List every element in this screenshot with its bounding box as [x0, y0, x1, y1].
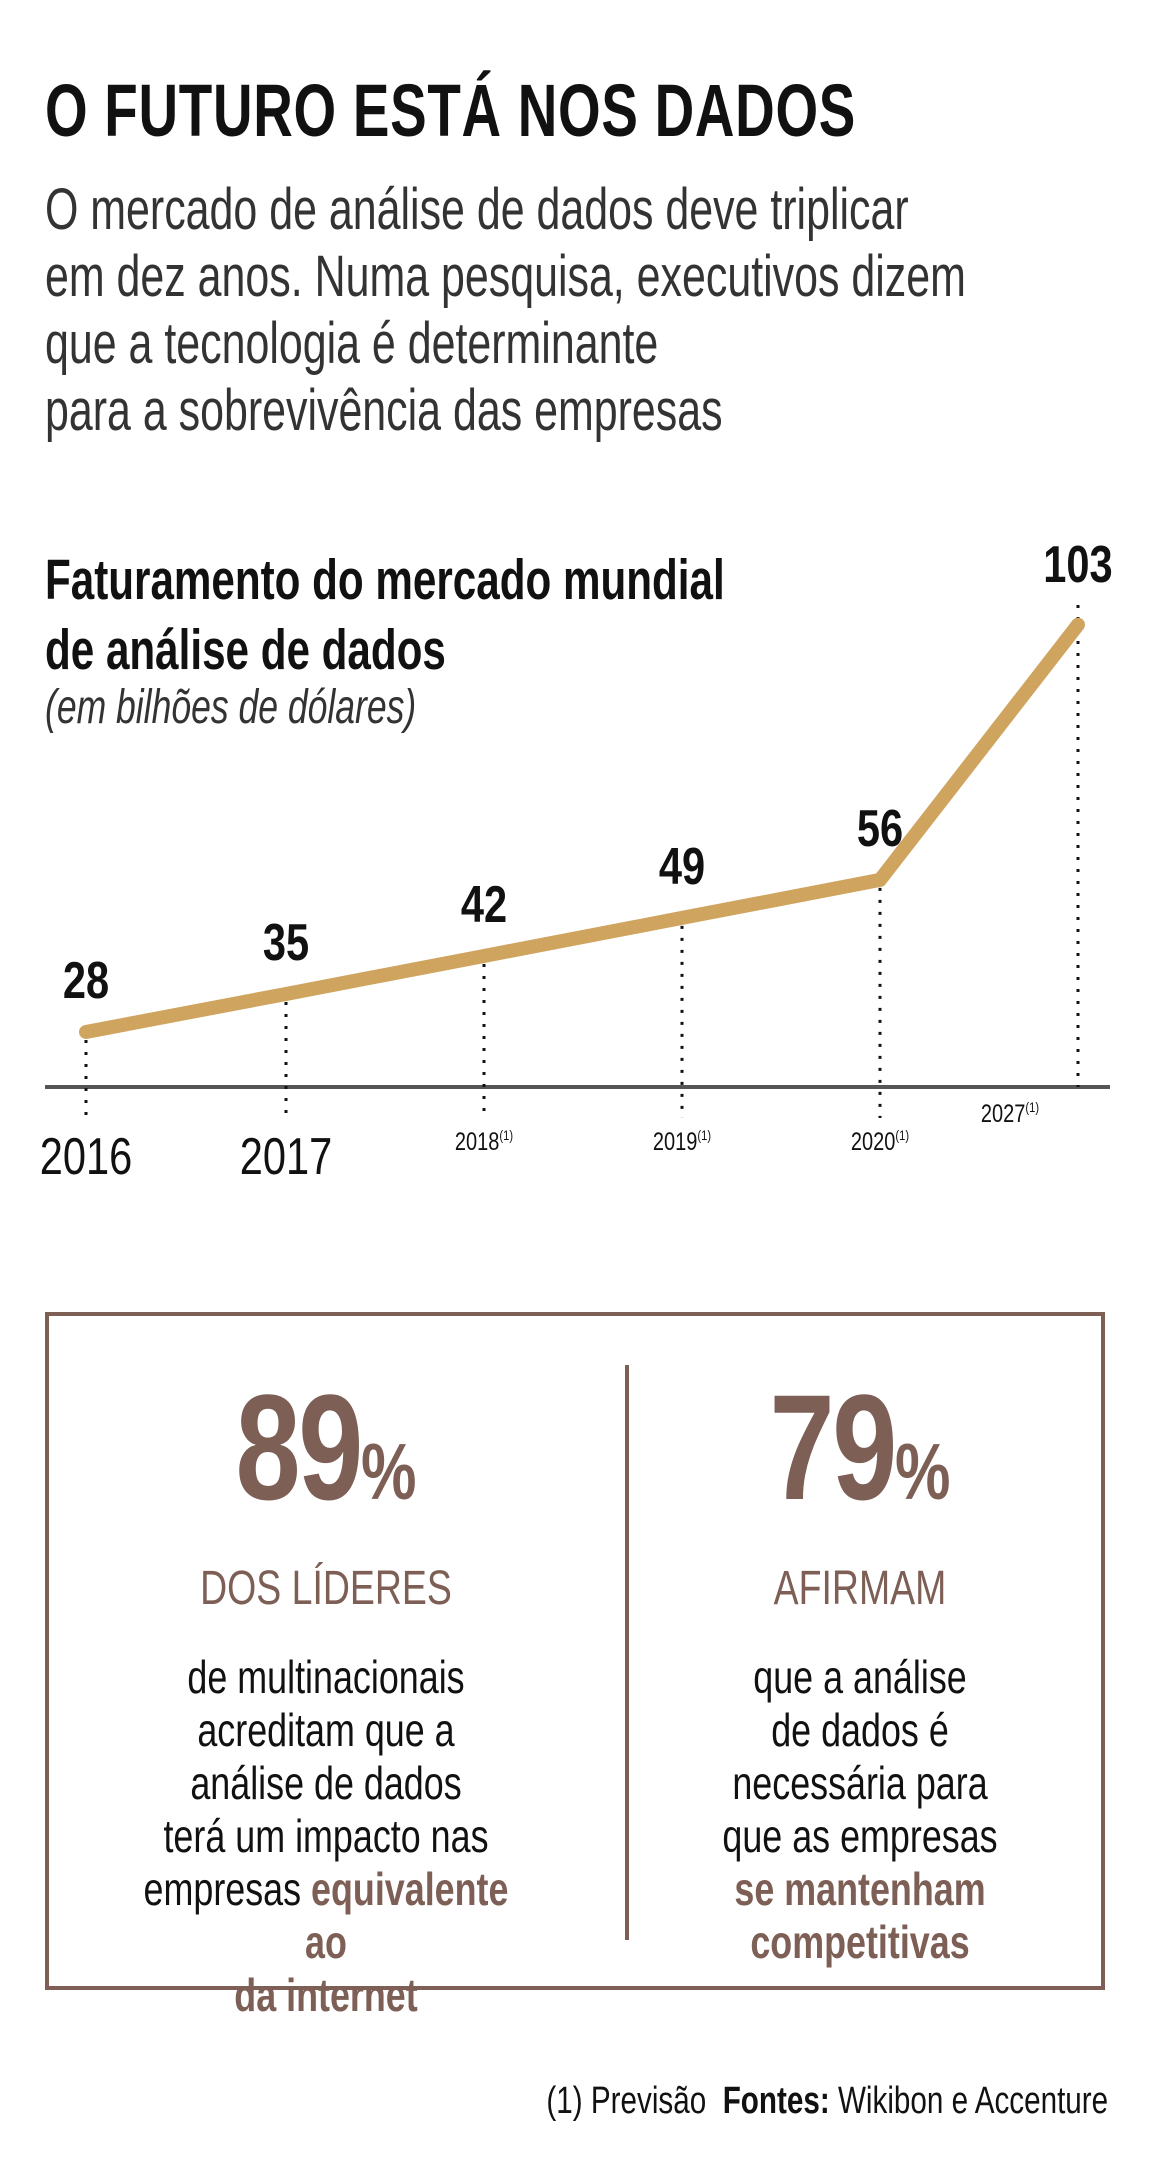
- data-point: [1077, 623, 1079, 626]
- tick-year: 2027: [981, 1100, 1025, 1128]
- subtitle-line: para a sobrevivência das empresas: [45, 378, 723, 443]
- data-label: 56: [857, 798, 903, 857]
- x-tick-label: 2017: [240, 1127, 333, 1186]
- tick-year: 2018: [455, 1128, 499, 1156]
- subtitle-line: que a tecnologia é determinante: [45, 311, 659, 376]
- data-point: [879, 878, 881, 881]
- footer: (1) Previsão Fontes: Wikibon e Accenture: [546, 2080, 1108, 2123]
- body-highlight: da internet: [234, 1969, 418, 2021]
- x-tick-label: 2027(1): [981, 1100, 1039, 1128]
- line-chart: 282016352017422018(1)492019(1)562020(1)1…: [40, 535, 1113, 1186]
- stat-body-line: terá um impacto nas: [123, 1810, 529, 1863]
- body-highlight: competitivas: [750, 1916, 970, 1968]
- tick-year: 2019: [653, 1128, 697, 1156]
- stats-box: [45, 1312, 1105, 1990]
- stat-body-line: necessária para: [657, 1757, 1063, 1810]
- tick-year: 2020: [851, 1128, 895, 1156]
- data-point: [85, 1030, 87, 1033]
- data-label: 49: [659, 836, 705, 895]
- stat-body-line: acreditam que a: [123, 1704, 529, 1757]
- chart-title: Faturamento do mercado mundial de anális…: [45, 545, 725, 685]
- stat-body-line: competitivas: [657, 1916, 1063, 1969]
- data-point: [681, 916, 683, 919]
- tick-note: (1): [499, 1128, 513, 1143]
- chart-unit: (em bilhões de dólares): [45, 681, 417, 734]
- x-tick-label: 2020(1): [851, 1128, 909, 1156]
- body-highlight: se mantenham: [734, 1863, 986, 1915]
- series-line: [79, 617, 1085, 1039]
- sources: Wikibon e Accenture: [837, 2080, 1108, 2122]
- data-label: 35: [263, 912, 309, 971]
- stat-value: 89%: [235, 1363, 417, 1531]
- data-point: [285, 992, 287, 995]
- stat-body-line: de multinacionais: [123, 1651, 529, 1704]
- stat-body: que a análise de dados é necessária para qu…: [657, 1651, 1063, 1969]
- subtitle: O mercado de análise de dados deve tripl…: [45, 176, 966, 444]
- x-tick-label: 2019(1): [653, 1128, 711, 1156]
- stat-body-line: da internet: [123, 1969, 529, 2022]
- stat-affirm: 79% AFIRMAM que a análise de dados é neces…: [657, 1372, 1063, 1969]
- body-text: análise de dados: [190, 1757, 462, 1809]
- stat-kicker: DOS LÍDERES: [200, 1562, 452, 1615]
- stat-body-line: de dados é: [657, 1704, 1063, 1757]
- tick-year: 2017: [240, 1127, 333, 1186]
- body-text: acreditam que a: [197, 1704, 455, 1756]
- tick-note: (1): [895, 1128, 909, 1143]
- body-text: necessária para: [732, 1757, 988, 1809]
- body-text: terá um impacto nas: [163, 1810, 489, 1862]
- stat-body-line: se mantenham: [657, 1863, 1063, 1916]
- x-tick-label: 2018(1): [455, 1128, 513, 1156]
- tick-note: (1): [1025, 1100, 1039, 1115]
- stats-divider: [625, 1365, 629, 1940]
- chart-title-line: de análise de dados: [45, 618, 446, 682]
- body-text: empresas: [143, 1863, 312, 1915]
- sources-label: Fontes:: [722, 2080, 830, 2122]
- body-text: de dados é: [771, 1704, 949, 1756]
- subtitle-line: em dez anos. Numa pesquisa, executivos d…: [45, 244, 966, 309]
- data-label: 28: [63, 950, 109, 1009]
- stat-leaders: 89% DOS LÍDERES de multinacionais acredit…: [123, 1372, 529, 2022]
- page-title: O FUTURO ESTÁ NOS DADOS: [45, 69, 857, 152]
- footnote: (1) Previsão: [546, 2080, 707, 2122]
- stat-body-line: análise de dados: [123, 1757, 529, 1810]
- body-text: que as empresas: [722, 1810, 998, 1862]
- data-label: 42: [461, 874, 507, 933]
- stat-body-line: que a análise: [657, 1651, 1063, 1704]
- body-text: que a análise: [753, 1651, 967, 1703]
- tick-note: (1): [697, 1128, 711, 1143]
- chart-title-line: Faturamento do mercado mundial: [45, 548, 725, 612]
- body-text: de multinacionais: [187, 1651, 465, 1703]
- stat-body-line: que as empresas: [657, 1810, 1063, 1863]
- stat-kicker: AFIRMAM: [773, 1562, 947, 1615]
- data-label: 103: [1043, 535, 1112, 594]
- stat-body-line: empresas equivalente ao: [123, 1863, 529, 1969]
- stat-value: 79%: [769, 1363, 951, 1531]
- tick-year: 2016: [40, 1127, 133, 1186]
- subtitle-line: O mercado de análise de dados deve tripl…: [45, 177, 909, 242]
- x-tick-label: 2016: [40, 1127, 133, 1186]
- data-point: [483, 954, 485, 957]
- body-highlight: equivalente ao: [305, 1863, 509, 1968]
- stat-body: de multinacionais acreditam que a análise …: [123, 1651, 529, 2022]
